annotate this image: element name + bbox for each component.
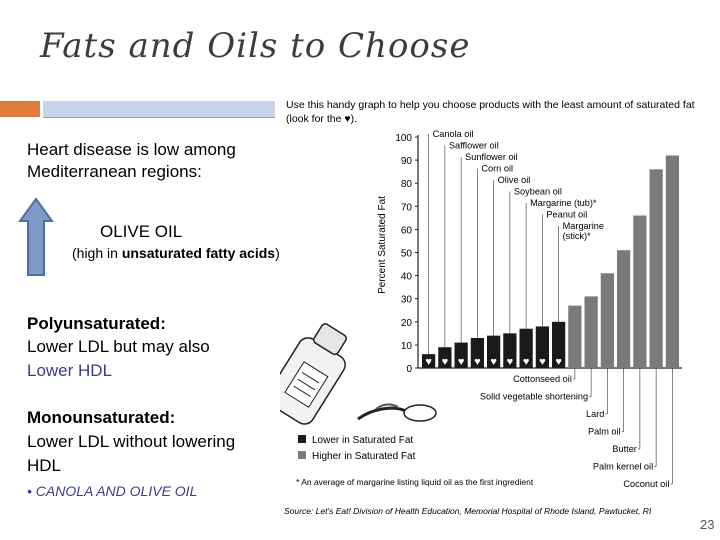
y-tick-label: 90 xyxy=(401,156,413,167)
heart-icon: ♥ xyxy=(539,356,546,368)
category-label: Canola oil xyxy=(433,129,474,139)
poly-line-1: Lower LDL but may also xyxy=(27,337,210,356)
bar xyxy=(649,169,663,368)
heart-icon: ♥ xyxy=(523,356,530,368)
heart-icon: ♥ xyxy=(507,356,514,368)
category-label: Corn oil xyxy=(481,164,513,174)
category-label: Soybean oil xyxy=(514,187,562,197)
category-label: Palm oil xyxy=(588,427,621,437)
chart-header-line-1: Use this handy graph to help you choose … xyxy=(286,99,695,111)
bar xyxy=(438,347,452,368)
category-label: (stick)* xyxy=(563,231,591,241)
heart-icon: ♥ xyxy=(425,356,432,368)
heart-icon: ♥ xyxy=(555,356,562,368)
unsaturated-fatty-acids: unsaturated fatty acids xyxy=(121,245,276,261)
y-tick-label: 80 xyxy=(401,179,413,190)
page-number: 23 xyxy=(700,517,715,532)
intro-line-2: Mediterranean regions: xyxy=(27,162,202,181)
y-tick-label: 100 xyxy=(395,133,412,144)
y-axis-label: Percent Saturated Fat xyxy=(377,196,388,294)
category-label: Sunflower oil xyxy=(465,152,518,162)
y-tick-label: 20 xyxy=(401,318,413,329)
legend-lower-swatch xyxy=(298,435,306,443)
saturated-fat-chart: Use this handy graph to help you choose … xyxy=(280,95,700,525)
legend-higher-swatch xyxy=(298,451,306,459)
olive-oil-bottle-illustration xyxy=(280,323,347,425)
y-tick-label: 50 xyxy=(401,249,413,260)
chart-header-line-2: (look for the ♥). xyxy=(286,113,357,125)
high-in-prefix: (high in xyxy=(72,245,122,261)
y-tick-label: 40 xyxy=(401,272,413,283)
category-label: Cottonseed oil xyxy=(513,374,572,384)
bar xyxy=(600,273,614,368)
high-in-suffix: ) xyxy=(275,245,280,261)
bar xyxy=(454,342,468,368)
poly-line-2: Lower HDL xyxy=(27,361,113,380)
up-arrow-icon xyxy=(18,197,54,276)
y-tick-label: 30 xyxy=(401,295,413,306)
title-rule-line xyxy=(43,117,275,118)
bar xyxy=(584,296,598,368)
category-label: Margarine (tub)* xyxy=(530,198,597,208)
category-label: Margarine xyxy=(563,221,604,231)
y-tick-label: 70 xyxy=(401,202,413,213)
title-accent-bar xyxy=(0,101,40,117)
y-tick-label: 60 xyxy=(401,225,413,236)
chart-footnote: * An average of margarine listing liquid… xyxy=(296,477,534,487)
heart-icon: ♥ xyxy=(442,356,449,368)
y-tick-label: 10 xyxy=(401,341,413,352)
high-in-note: (high in unsaturated fatty acids) xyxy=(72,244,280,262)
intro-line-1: Heart disease is low among xyxy=(27,140,236,159)
category-label: Butter xyxy=(612,444,637,454)
heart-icon: ♥ xyxy=(458,356,465,368)
bar xyxy=(568,305,582,368)
legend-higher-text: Higher in Saturated Fat xyxy=(312,451,416,462)
y-tick-label: 0 xyxy=(406,364,412,375)
mono-line-2: HDL xyxy=(27,456,62,475)
category-label: Safflower oil xyxy=(449,141,499,151)
canola-olive-bullet: • CANOLA AND OLIVE OIL xyxy=(27,483,198,499)
bar xyxy=(470,337,484,368)
category-label: Coconut oil xyxy=(623,479,669,489)
olive-oil-label: OLIVE OIL xyxy=(100,222,183,241)
mono-heading: Monounsaturated: xyxy=(27,408,176,427)
title-bar xyxy=(43,101,275,117)
chart-source: Source: Let's Eat! Division of Health Ed… xyxy=(284,506,652,516)
slide-title: Fats and Oils to Choose xyxy=(40,26,471,66)
spoon-illustration xyxy=(357,403,437,422)
legend-lower-text: Lower in Saturated Fat xyxy=(312,435,413,446)
bar xyxy=(503,333,517,368)
category-label: Peanut oil xyxy=(546,210,587,220)
category-label: Solid vegetable shortening xyxy=(480,392,588,402)
bar xyxy=(552,321,566,368)
bar xyxy=(535,326,549,368)
category-label: Olive oil xyxy=(498,175,531,185)
heart-icon: ♥ xyxy=(490,356,497,368)
bar xyxy=(617,250,631,368)
category-label: Palm kernel oil xyxy=(593,462,653,472)
poly-heading: Polyunsaturated: xyxy=(27,314,166,333)
bar xyxy=(487,335,501,368)
heart-icon: ♥ xyxy=(474,356,481,368)
bar xyxy=(519,328,533,368)
category-label: Lard xyxy=(586,409,604,419)
mono-line-1: Lower LDL without lowering xyxy=(27,432,236,451)
bar xyxy=(633,215,647,368)
bar xyxy=(665,155,679,368)
bar xyxy=(422,354,436,368)
